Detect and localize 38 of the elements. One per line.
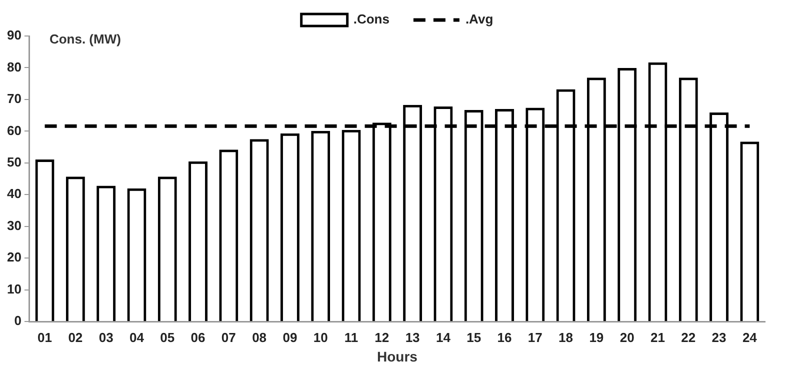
x-tick-label: 10 [313, 330, 328, 345]
x-tick-label: 08 [252, 330, 267, 345]
x-tick-label: 14 [436, 330, 452, 345]
x-tick-label: 07 [221, 330, 236, 345]
x-tick-label: 12 [374, 330, 390, 345]
y-tick-label: 60 [6, 122, 22, 138]
x-tick-label: 11 [344, 330, 358, 345]
y-tick-label: 70 [6, 91, 22, 106]
x-tick-label: 02 [68, 330, 83, 345]
x-tick-label: 17 [528, 330, 542, 345]
x-tick-label: 20 [620, 330, 634, 345]
legend-label: .Cons [353, 12, 390, 27]
x-tick-label: 13 [405, 330, 420, 345]
y-tick-label: 80 [6, 59, 22, 74]
x-tick-label: 19 [589, 330, 604, 345]
x-tick-label: 15 [466, 330, 482, 345]
x-tick-label: 06 [190, 330, 206, 345]
y-tick-label: 10 [6, 281, 22, 296]
legend-label: .Avg [465, 12, 494, 27]
x-tick-label: 23 [712, 330, 726, 345]
x-tick-label: 05 [160, 330, 175, 345]
x-tick-label: 18 [558, 330, 574, 345]
y-tick-label: 0 [14, 313, 22, 328]
y-tick-label: 50 [6, 154, 22, 170]
y-tick-label: 90 [6, 28, 22, 43]
x-axis-title: Hours [377, 348, 418, 364]
y-axis-title: Cons. (MW) [49, 32, 121, 47]
y-tick-label: 40 [6, 186, 22, 202]
y-tick-label: 30 [6, 218, 22, 233]
x-tick-label: 03 [98, 330, 114, 345]
x-tick-label: 24 [742, 330, 758, 345]
x-tick-label: 21 [650, 330, 665, 345]
y-tick-label: 20 [6, 250, 22, 265]
x-tick-label: 09 [282, 330, 298, 345]
x-tick-label: 04 [129, 330, 145, 345]
x-tick-label: 01 [38, 330, 52, 345]
x-tick-label: 16 [497, 330, 512, 345]
x-tick-label: 22 [681, 330, 696, 345]
